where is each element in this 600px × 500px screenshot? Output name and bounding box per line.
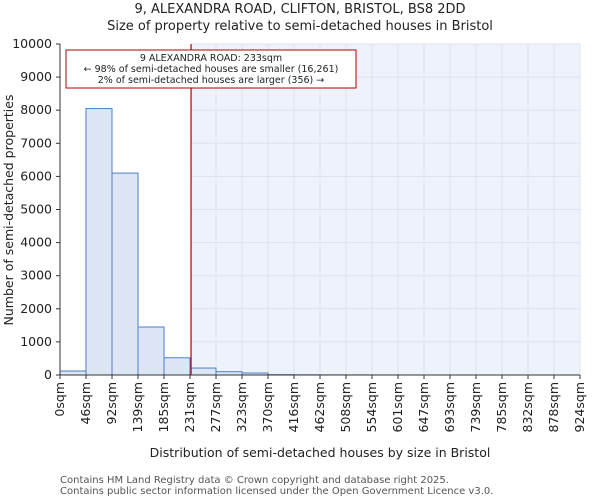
x-tick-label: 508sqm (338, 382, 353, 432)
bar-139sqm (137, 326, 165, 376)
y-tick-label: 7000 (20, 135, 52, 150)
annotation-line-2: ← 98% of semi-detached houses are smalle… (84, 64, 339, 75)
x-tick-label: 554sqm (364, 382, 379, 432)
bar-46sqm (85, 108, 113, 376)
annotation-box: 9 ALEXANDRA ROAD: 233sqm ← 98% of semi-d… (65, 49, 357, 89)
bar-185sqm (163, 357, 191, 376)
y-tick-label: 3000 (20, 268, 52, 283)
x-tick-label: 924sqm (572, 382, 587, 432)
bar-0sqm (59, 370, 87, 376)
x-tick-label: 46sqm (78, 382, 93, 425)
x-tick-label: 693sqm (442, 382, 457, 432)
y-tick-label: 8000 (20, 102, 52, 117)
x-tick-label: 832sqm (520, 382, 535, 432)
y-tick-label: 5000 (20, 202, 52, 217)
bar-92sqm (111, 172, 139, 376)
x-tick-label: 878sqm (546, 382, 561, 432)
plot-area: 0 1000 2000 3000 4000 5000 6000 7000 8000 9000 100… (12, 36, 587, 432)
footer-line-2: Contains public sector information licen… (60, 486, 493, 497)
annotation-border (65, 49, 357, 89)
annotation-line-1: 9 ALEXANDRA ROAD: 233sqm (140, 53, 282, 64)
y-tick-label: 10000 (12, 36, 52, 51)
y-axis-label: Number of semi-detached properties (1, 95, 16, 326)
x-tick-label: 462sqm (312, 382, 327, 432)
y-tick-label: 0 (44, 367, 52, 382)
x-axis-label: Distribution of semi-detached houses by … (150, 445, 491, 460)
y-tick-label: 6000 (20, 168, 52, 183)
x-tick-label: 785sqm (494, 382, 509, 432)
footer-line-1: Contains HM Land Registry data © Crown c… (60, 475, 449, 486)
chart-subtitle: Size of property relative to semi-detach… (107, 19, 493, 34)
x-tick-label: 92sqm (104, 382, 119, 425)
x-tick-label: 139sqm (130, 382, 145, 432)
chart-title: 9, ALEXANDRA ROAD, CLIFTON, BRISTOL, BS8… (134, 2, 465, 17)
y-tick-label: 9000 (20, 69, 52, 84)
x-tick-label: 416sqm (286, 382, 301, 432)
y-tick-label: 2000 (20, 301, 52, 316)
y-tick-label: 4000 (20, 235, 52, 250)
x-tick-label: 231sqm (182, 382, 197, 432)
bar-231sqm (189, 367, 217, 376)
x-tick-label: 185sqm (156, 382, 171, 432)
x-tick-label: 277sqm (208, 382, 223, 432)
x-tick-label: 601sqm (390, 382, 405, 432)
x-tick-label: 739sqm (468, 382, 483, 432)
y-tick-label: 1000 (20, 334, 52, 349)
annotation-line-3: 2% of semi-detached houses are larger (3… (98, 75, 325, 86)
x-tick-label: 0sqm (52, 382, 67, 417)
x-tick-label: 323sqm (234, 382, 249, 432)
x-tick-label: 370sqm (260, 382, 275, 432)
x-tick-label: 647sqm (416, 382, 431, 432)
